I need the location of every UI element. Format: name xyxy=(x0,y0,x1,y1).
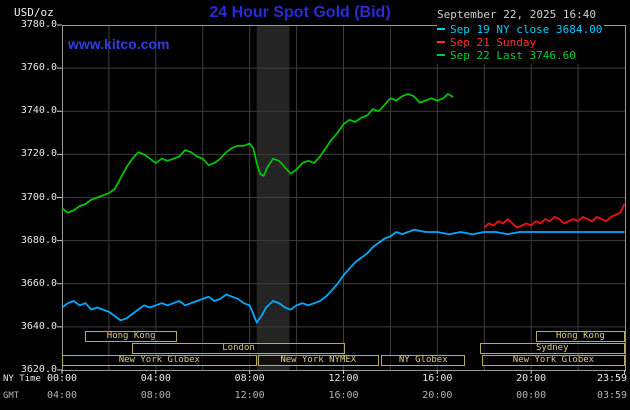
market-session-box-sydney: Sydney xyxy=(479,343,625,354)
legend-item: Sep 22 Last 3746.60 xyxy=(437,49,602,62)
market-session-box-london: London xyxy=(132,343,345,354)
price-line-sep-19-ny-close xyxy=(61,228,625,324)
price-line-sep-21-sunday xyxy=(483,203,626,229)
legend-item: Sep 21 Sunday xyxy=(437,36,602,49)
x-tick-label-ny: 08:00 xyxy=(234,373,265,384)
y-tick-label: 3640.0 xyxy=(20,320,57,332)
x-tick-label-gmt: 20:00 xyxy=(422,390,453,401)
market-session-box-new-york-globex: New York Globex xyxy=(481,355,625,366)
legend-dash-icon xyxy=(437,41,445,43)
market-session-box-hong-kong: Hong Kong xyxy=(535,331,625,342)
y-tick-label: 3720.0 xyxy=(20,148,57,160)
legend-dash-icon xyxy=(437,28,445,30)
gmt-row-label: GMT xyxy=(3,391,20,401)
x-tick-label-ny: 16:00 xyxy=(422,373,453,384)
ny-time-row-label: NY Time xyxy=(3,374,41,384)
chart-datetime: September 22, 2025 16:40 xyxy=(437,8,596,21)
x-tick-label-ny: 23:59 xyxy=(596,373,628,384)
kitco-watermark-link[interactable]: www.kitco.com xyxy=(68,36,170,52)
market-session-box-ny-globex: NY Globex xyxy=(381,355,466,366)
x-tick-label-gmt: 12:00 xyxy=(234,390,265,401)
y-tick-label: 3760.0 xyxy=(20,62,57,74)
y-tick-label: 3740.0 xyxy=(20,105,57,117)
price-line-sep-22-last xyxy=(61,93,454,214)
y-tick-label: 3620.0 xyxy=(20,364,57,375)
x-tick-label-gmt: 03:59 xyxy=(596,390,628,401)
legend-item-label: Sep 21 Sunday xyxy=(450,36,537,49)
chart-title: 24 Hour Spot Gold (Bid) xyxy=(209,4,391,21)
legend: September 22, 2025 16:40 Sep 19 NY close… xyxy=(437,8,605,64)
legend-dash-icon xyxy=(437,54,445,56)
y-tick-label: 3780.0 xyxy=(20,19,57,30)
y-tick-label: 3680.0 xyxy=(20,234,57,246)
market-session-box-hong-kong: Hong Kong xyxy=(85,331,177,342)
legend-item-label: Sep 22 Last 3746.60 xyxy=(450,49,576,62)
y-tick-label: 3660.0 xyxy=(20,277,57,289)
legend-item: Sep 19 NY close 3684.00 xyxy=(437,23,602,36)
x-tick-label-gmt: 00:00 xyxy=(516,390,547,401)
x-tick-label-ny: 20:00 xyxy=(516,373,547,384)
market-session-box-new-york-globex: New York Globex xyxy=(62,355,257,366)
x-tick-label-gmt: 16:00 xyxy=(328,390,359,401)
y-axis-unit-label: USD/oz xyxy=(14,6,54,19)
legend-item-label: Sep 19 NY close 3684.00 xyxy=(450,23,603,36)
x-tick-label-gmt: 04:00 xyxy=(46,390,78,401)
x-tick-label-ny: 04:00 xyxy=(140,373,171,384)
market-session-box-new-york-nymex: New York NYMEX xyxy=(257,355,379,366)
x-tick-label-ny: 00:00 xyxy=(46,373,78,384)
y-tick-label: 3700.0 xyxy=(20,191,57,203)
x-tick-label-gmt: 08:00 xyxy=(140,390,171,401)
x-tick-label-ny: 12:00 xyxy=(328,373,359,384)
